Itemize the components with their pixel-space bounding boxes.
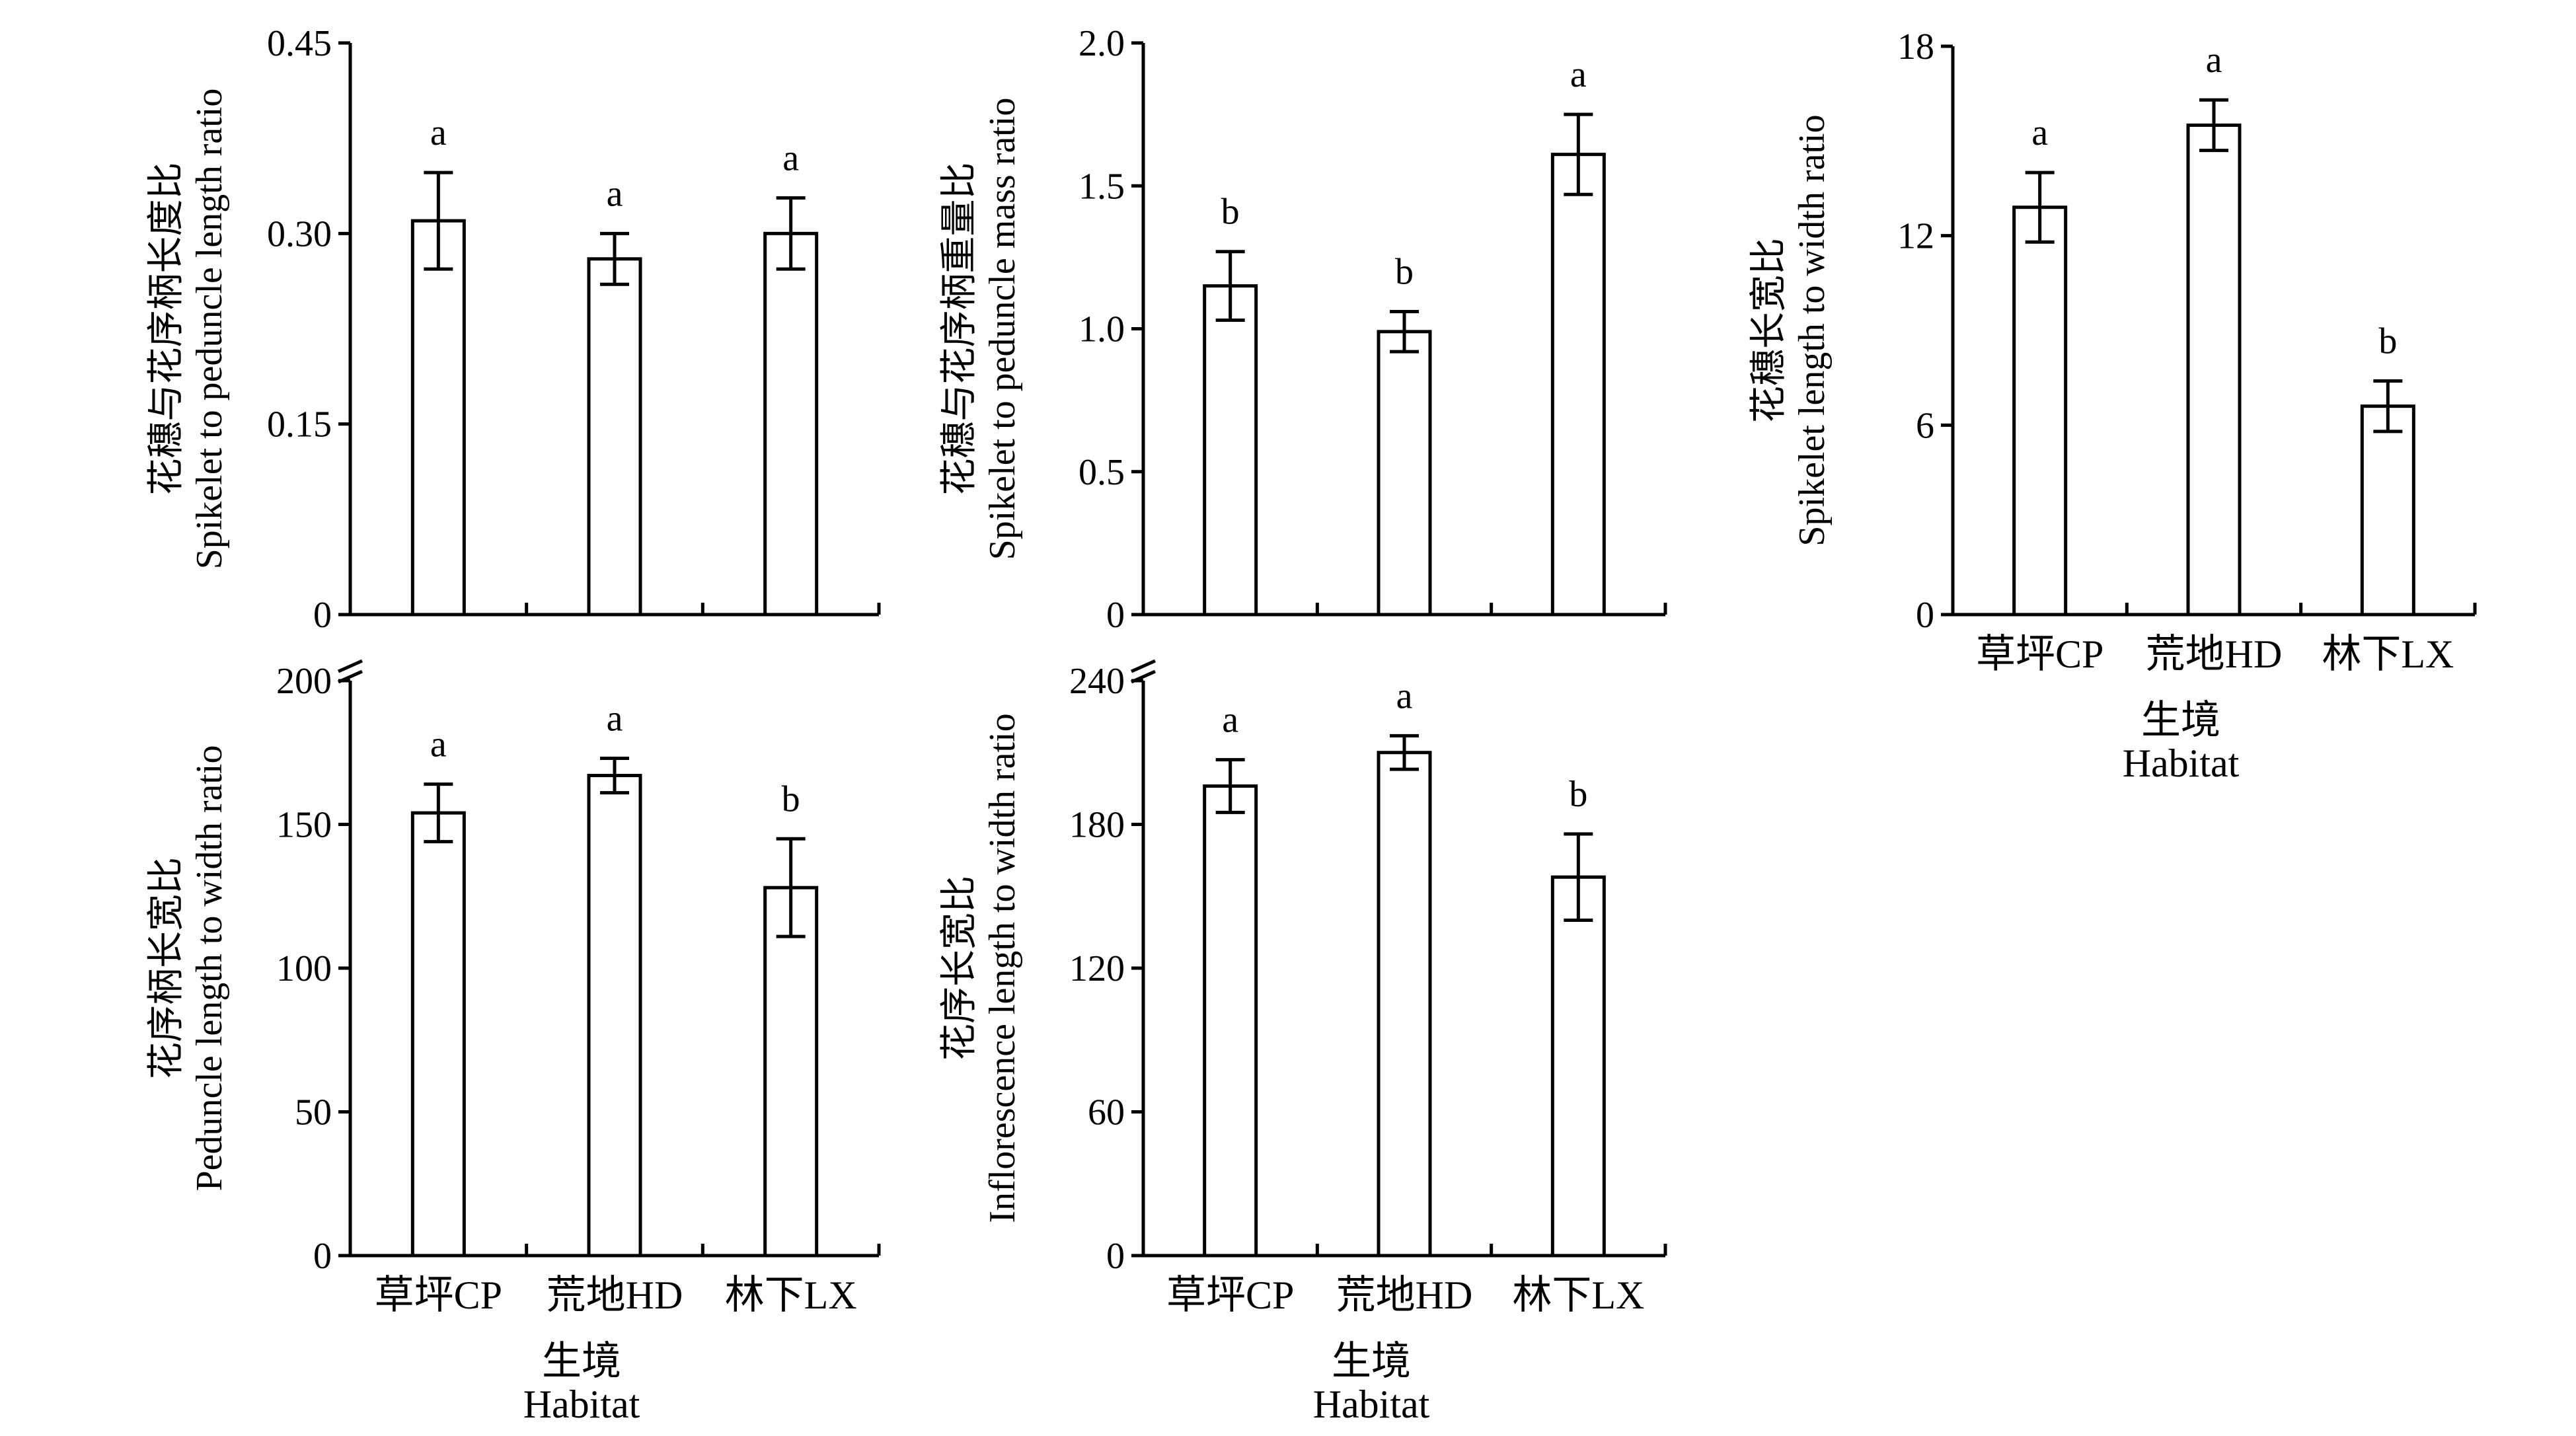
y-axis-title-cn: 花穗与花序柄重量比 [939,163,980,496]
significance-letter: a [430,112,447,153]
y-tick-label: 50 [295,1092,332,1133]
y-axis-title-en: Peduncle length to width ratio [189,745,230,1191]
y-axis-title-en: Spikelet length to width ratio [1792,114,1833,546]
significance-letter: a [607,173,623,214]
y-axis-title-cn: 花序长宽比 [939,876,980,1061]
significance-letter: a [2031,112,2048,153]
bar-2 [2186,123,2242,617]
y-tick-label: 100 [276,948,332,989]
bar-2 [587,257,642,617]
bar-3 [763,231,819,617]
x-category-label: 草坪CP [375,1273,502,1317]
y-axis-title-cn: 花序柄长宽比 [146,857,187,1079]
significance-letter: a [782,138,799,179]
y-tick-label: 2.0 [1079,23,1125,64]
bar-2 [1377,330,1432,617]
chart-panel-1: 0 0.15 0.30 0.45 a a a 花穗与花序柄长度比 Spikelet to ped… [146,23,881,636]
y-tick-label: 60 [1088,1092,1125,1133]
x-axis-title-cn: 生境 [1332,1340,1411,1383]
x-category-label: 荒地HD [2146,632,2283,676]
significance-letter: b [1395,252,1414,293]
y-tick-label: 0 [313,1236,332,1277]
bar-3 [763,886,819,1258]
significance-letter: a [1222,700,1238,741]
significance-letter: a [607,698,623,739]
x-category-label: 草坪CP [1166,1273,1294,1317]
y-tick-label: 0.30 [267,213,332,254]
x-axis-title-cn: 生境 [542,1340,621,1383]
y-tick-label: 120 [1069,948,1125,989]
y-axis-title-en: Spikelet to peduncle length ratio [189,89,230,570]
x-category-label: 荒地HD [1336,1273,1473,1317]
y-tick-label: 12 [1897,216,1934,257]
x-axis-title-en: Habitat [1313,1382,1430,1426]
x-category-label: 荒地HD [547,1273,683,1317]
significance-letter: b [1221,192,1240,233]
x-category-label: 林下LX [1512,1273,1644,1317]
significance-letter: b [2378,321,2397,361]
chart-panel-2: 0 0.5 1.0 1.5 2.0 b b a 花穗与花序柄重量比 Spikelet to ped… [939,23,1667,636]
axis-break-mark [337,669,363,684]
y-axis-title-en: Inflorescence length to width ratio [982,713,1023,1223]
x-axis-title-en: Habitat [523,1382,640,1426]
y-tick-label: 0.45 [267,23,332,64]
significance-letter: a [1396,675,1413,716]
y-tick-label: 0.15 [267,404,332,445]
bar-3 [2360,404,2415,617]
bar-3 [1550,875,1606,1258]
y-tick-label: 18 [1897,26,1934,67]
y-tick-label: 0 [1106,595,1125,636]
y-axis-title-cn: 花穗与花序柄长度比 [146,163,187,496]
y-tick-label: 150 [276,805,332,846]
bar-1 [1203,284,1258,617]
x-category-label: 林下LX [725,1273,857,1317]
y-tick-label: 6 [1916,405,1934,446]
x-category-label: 林下LX [2322,632,2454,676]
x-category-label: 草坪CP [1976,632,2103,676]
bar-1 [1203,784,1258,1258]
y-tick-label: 0 [1106,1236,1125,1277]
bar-3 [1550,153,1606,617]
axis-break-mark [1130,669,1156,684]
y-tick-label: 0 [1916,595,1934,636]
y-tick-label: 0 [313,595,332,636]
bar-1 [2012,206,2068,617]
bar-1 [410,811,466,1258]
bar-1 [410,219,466,617]
bar-2 [587,774,642,1258]
significance-letter: a [430,724,447,765]
significance-letter: b [782,778,800,819]
significance-letter: a [1570,54,1587,95]
y-axis-title-cn: 花穗长宽比 [1749,238,1790,423]
x-axis-title-cn: 生境 [2141,699,2220,742]
y-tick-label: 0.5 [1079,452,1125,493]
y-tick-label: 240 [1069,661,1125,702]
x-axis-title-en: Habitat [2123,741,2240,785]
y-tick-label: 1.0 [1079,309,1125,350]
significance-letter: b [1569,774,1587,815]
axis-break-mark [337,659,363,673]
axis-break-mark [1130,659,1156,673]
y-tick-label: 180 [1069,805,1125,846]
bar-2 [1377,751,1432,1258]
y-tick-label: 1.5 [1079,166,1125,207]
significance-letter: a [2206,40,2222,81]
y-tick-label: 200 [276,661,332,702]
y-axis-title-en: Spikelet to peduncle mass ratio [982,98,1023,560]
